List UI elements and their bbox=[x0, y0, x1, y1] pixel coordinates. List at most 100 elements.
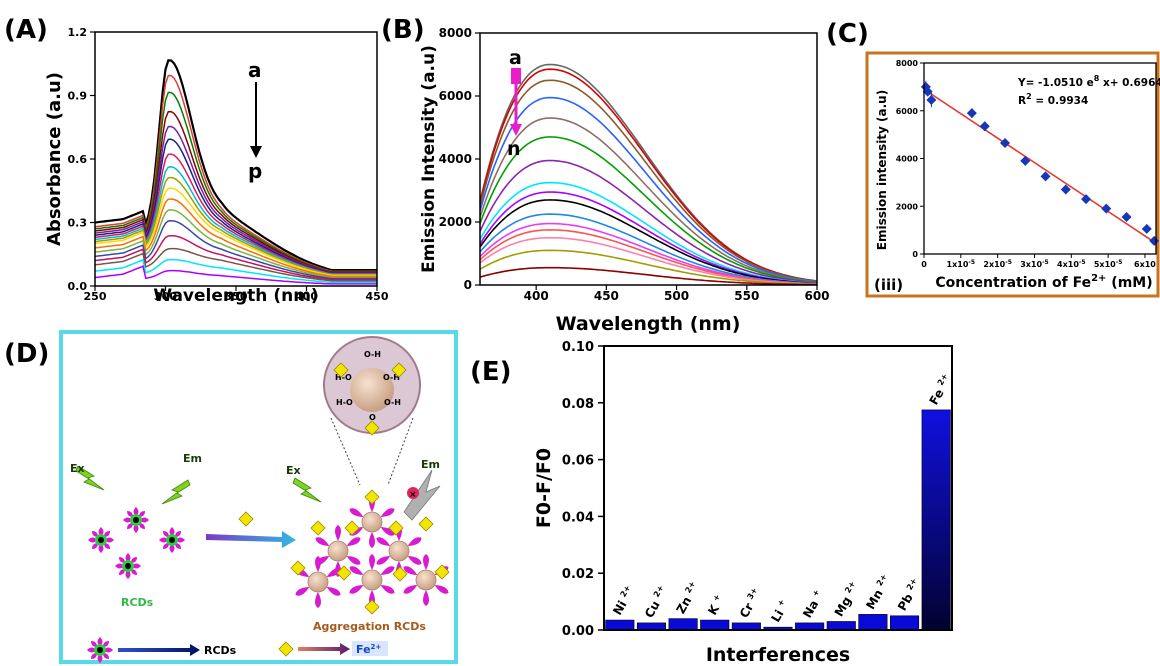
aggregate-petal bbox=[433, 582, 451, 596]
panel-b-arrow-start bbox=[511, 68, 521, 84]
panel-e-plot-area: 0.00 0.02 0.04 0.06 0.08 0.10 Ni 2+Cu 2+ Zn 2+K… bbox=[562, 340, 955, 639]
panel-b-arrow-top: a bbox=[509, 47, 522, 69]
panel-e-bar-zn bbox=[668, 618, 698, 631]
panel-e-bar-pb bbox=[890, 615, 920, 631]
panel-c-ytick-label: 4000 bbox=[896, 155, 919, 164]
panel-b-series-7 bbox=[479, 159, 818, 284]
panel-a-xtick-label: 450 bbox=[366, 290, 389, 303]
em-label-left: Em bbox=[183, 452, 202, 465]
aggregate-fe-ion bbox=[364, 599, 380, 615]
panel-c-point-5 bbox=[979, 121, 990, 132]
panel-e-bar-label-k: K + bbox=[704, 593, 727, 618]
panel-e-bar-label-mg: Mg 2+ bbox=[831, 579, 862, 619]
aggregate-petal bbox=[401, 582, 419, 596]
panel-c-xtick-label: 0 bbox=[921, 260, 927, 269]
panel-e-bar-cr bbox=[731, 622, 761, 631]
panel-c: (C) 0 1x10-5 2x10-5 3x10-5 4x10-5 5x10-5 6x100… bbox=[826, 19, 1160, 298]
panel-c-ytick-label: 8000 bbox=[896, 59, 919, 68]
legend-fe-label: Fe2+ bbox=[356, 643, 381, 656]
panel-a-series-1 bbox=[94, 59, 377, 272]
panel-a-ylabel: Absorbance (a.u) bbox=[44, 72, 65, 246]
panel-e-bar-label-pb: Pb 2+ bbox=[894, 576, 924, 613]
panel-c-plot-area: 0 1x10-5 2x10-5 3x10-5 4x10-5 5x10-5 6x10 0 2000… bbox=[896, 59, 1160, 269]
aggregate-petal bbox=[379, 506, 397, 520]
aggregate-petal bbox=[406, 553, 424, 567]
aggregate-petal bbox=[315, 592, 321, 608]
magnified-particle: O-H H-O O-H H-O O-H O bbox=[323, 336, 421, 486]
panel-e-bar-na bbox=[795, 622, 825, 631]
panel-b-ytick-label: 2000 bbox=[439, 215, 472, 229]
aggregate-petal bbox=[406, 535, 424, 549]
panel-c-xtick-label: 6x10 bbox=[1134, 260, 1156, 269]
panel-c-xtick-label: 3x10-5 bbox=[1020, 259, 1049, 269]
panel-a-series-16 bbox=[94, 258, 377, 284]
panel-b-label: (B) bbox=[381, 15, 425, 45]
panel-c-point-2 bbox=[922, 86, 933, 97]
panel-b-xlabel: Wavelength (nm) bbox=[556, 313, 741, 335]
panel-a-ytick-label: 0.0 bbox=[68, 280, 88, 293]
legend-rcds: RCDs bbox=[87, 637, 237, 663]
panel-c-r2: R2 = 0.9934 bbox=[1018, 92, 1088, 107]
panel-e-ylabel: F0-F/F0 bbox=[533, 448, 555, 528]
panel-a-arrow-top: a bbox=[248, 58, 262, 82]
panel-e-ytick-label: 0.00 bbox=[562, 624, 594, 639]
panel-e-ytick-label: 0.10 bbox=[562, 340, 594, 355]
panel-c-point-12 bbox=[1121, 211, 1132, 222]
panel-b-series-15 bbox=[479, 249, 818, 286]
panel-b-xtick-label: 450 bbox=[594, 289, 619, 303]
aggregate-particle bbox=[307, 571, 329, 593]
panel-a-plot-area: 250 300 350 400 450 0.0 0.3 0.6 0.9 1.2 bbox=[68, 26, 389, 303]
panel-e-bar-cu bbox=[636, 622, 666, 631]
panel-c-ylabel: Emission intensity (a.u) bbox=[875, 90, 889, 250]
aggregate-petal bbox=[335, 525, 341, 541]
aggregate-petal bbox=[315, 556, 321, 572]
panel-a-arrow-bottom: p bbox=[248, 159, 262, 183]
aggregate-petal bbox=[379, 564, 397, 578]
aggregate-fe-ion bbox=[364, 489, 380, 505]
panel-e: (E) 0.00 0.02 0.04 0.06 0.08 0.10 Ni 2+Cu 2+ Zn… bbox=[470, 340, 955, 666]
panel-e-label: (E) bbox=[470, 357, 512, 387]
panel-c-sub-label: (iii) bbox=[874, 276, 903, 294]
rcds-label: RCDs bbox=[121, 596, 154, 609]
panel-c-point-14 bbox=[1149, 235, 1160, 246]
panel-b-ytick-label: 4000 bbox=[439, 152, 472, 166]
panel-a-ytick-label: 1.2 bbox=[68, 26, 88, 39]
panel-b-series-10 bbox=[479, 199, 818, 285]
aggregate-petal bbox=[423, 554, 429, 570]
panel-e-ytick-label: 0.04 bbox=[562, 510, 594, 525]
aggregate-petal bbox=[345, 553, 363, 567]
panel-b-frame bbox=[479, 32, 818, 286]
aggregate-petal bbox=[423, 590, 429, 606]
aggregate-particle bbox=[361, 569, 383, 591]
panel-e-bar-label-cr: Cr 3+ bbox=[736, 586, 765, 621]
panel-b-xtick-label: 600 bbox=[804, 289, 829, 303]
panel-b-xtick-label: 500 bbox=[664, 289, 689, 303]
svg-text:O-H: O-H bbox=[384, 398, 401, 407]
aggregate-petal bbox=[325, 584, 343, 598]
panel-c-point-4 bbox=[966, 108, 977, 119]
aggregate-petal bbox=[347, 582, 365, 596]
panel-b-series-5 bbox=[479, 117, 818, 283]
aggregated-rcds bbox=[290, 489, 451, 615]
panel-c-ytick-label: 6000 bbox=[896, 107, 919, 116]
panel-b-series-6 bbox=[479, 136, 818, 284]
panel-c-point-10 bbox=[1081, 194, 1092, 205]
panel-e-xlabel: Interferences bbox=[706, 644, 850, 666]
svg-text:H-O: H-O bbox=[336, 398, 353, 407]
panel-e-bar-label-ni: Ni 2+ bbox=[609, 584, 637, 618]
panel-b-ytick-label: 0 bbox=[464, 278, 472, 292]
panel-c-fit-line bbox=[923, 88, 1157, 244]
aggregate-particle bbox=[388, 540, 410, 562]
panel-b-series-14 bbox=[479, 237, 817, 285]
panel-e-bar-label-li: Li + bbox=[768, 598, 792, 625]
panel-e-bar-mg bbox=[826, 621, 856, 631]
panel-c-xtick-label: 5x10-5 bbox=[1094, 259, 1123, 269]
aggregate-petal bbox=[374, 553, 392, 567]
panel-c-ytick-label: 2000 bbox=[896, 202, 919, 211]
panel-c-ytick-label: 0 bbox=[912, 250, 918, 259]
panel-e-bar-label-fe: Fe 2+ bbox=[926, 372, 955, 407]
panel-b-ytick-label: 8000 bbox=[439, 26, 472, 40]
